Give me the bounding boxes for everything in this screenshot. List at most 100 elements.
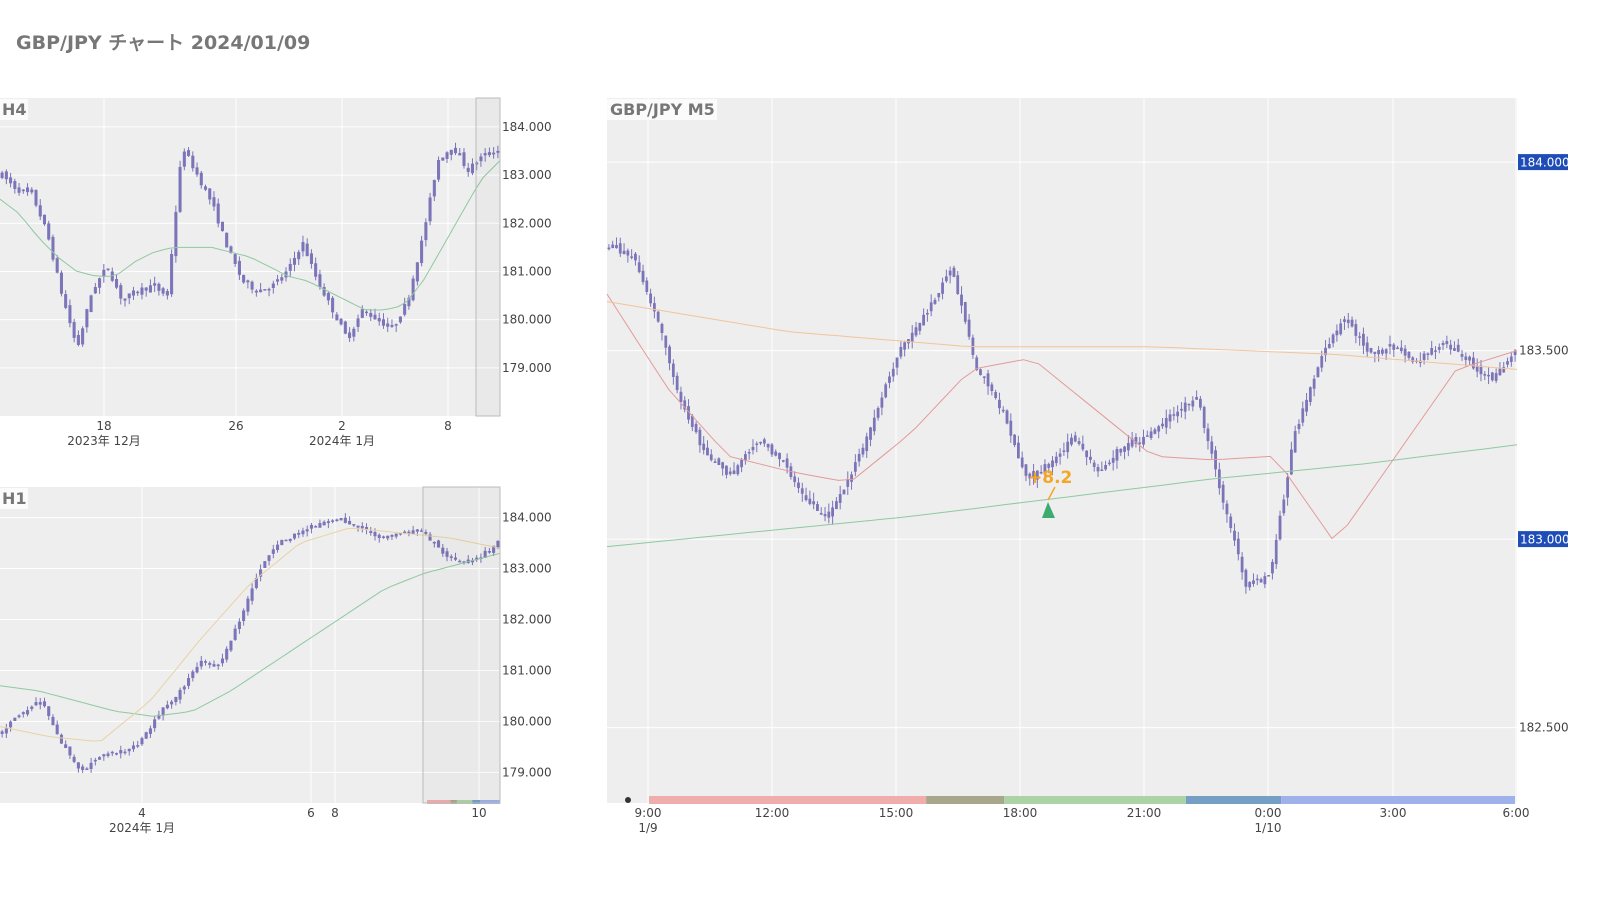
candle	[280, 539, 284, 546]
candle	[1017, 442, 1020, 459]
candle	[1327, 344, 1331, 349]
candle	[812, 501, 816, 505]
candle	[910, 332, 914, 342]
candle	[1070, 437, 1073, 445]
candle	[1396, 347, 1399, 350]
candle	[1138, 442, 1142, 444]
candle	[216, 203, 220, 224]
candle	[713, 461, 717, 463]
candle	[26, 187, 30, 193]
h1-chart-panel: 184.000 183.000 182.000 181.000 180.000 179.0…	[0, 486, 552, 835]
candle	[979, 369, 982, 376]
candle	[1407, 351, 1411, 358]
candle	[305, 529, 309, 532]
candle	[941, 282, 944, 294]
candle	[187, 150, 191, 156]
candle	[284, 539, 288, 542]
candle	[1081, 443, 1085, 450]
candle	[1085, 450, 1089, 458]
candle	[17, 715, 21, 718]
candle	[1377, 350, 1380, 355]
moving-average-line	[0, 552, 501, 717]
price-badge	[1518, 154, 1568, 171]
candle	[318, 523, 322, 528]
candle	[888, 376, 891, 383]
candle	[38, 205, 42, 217]
candle	[1487, 374, 1490, 377]
candle	[1206, 428, 1210, 442]
candle	[339, 517, 343, 521]
candle	[1153, 429, 1157, 434]
candle	[30, 189, 34, 193]
candle	[68, 746, 72, 756]
candle	[899, 346, 903, 357]
candle	[335, 314, 339, 321]
session-bar-segment	[649, 796, 927, 804]
candle	[1043, 464, 1047, 475]
candle	[861, 447, 865, 455]
candle	[1210, 441, 1214, 454]
candle	[656, 311, 660, 322]
candle	[1464, 356, 1468, 360]
candle	[1483, 374, 1487, 376]
candle	[72, 756, 76, 762]
candle	[220, 221, 224, 232]
candle	[933, 299, 937, 304]
candle	[398, 316, 402, 323]
candle	[937, 292, 941, 298]
candle	[356, 525, 360, 528]
y-tick-label: 180.000	[502, 313, 552, 327]
candle	[1460, 354, 1464, 357]
candle	[38, 702, 42, 705]
candle	[1096, 467, 1100, 472]
x-tick-label: 21:00	[1127, 806, 1162, 820]
candle	[709, 454, 713, 461]
candle	[51, 716, 55, 726]
candle	[986, 373, 990, 387]
candle	[127, 293, 131, 299]
candle	[428, 534, 432, 541]
candle	[115, 278, 119, 288]
price-badge-label: 183.000	[1520, 533, 1570, 547]
m5-chart-panel: 184.000 183.500 183.000 182.500 9:001/9 12:00…	[606, 98, 1570, 835]
candle	[237, 260, 241, 275]
candle	[4, 171, 8, 180]
x-tick-sublabel: 1/9	[638, 821, 657, 835]
candle	[853, 462, 857, 472]
candle	[1358, 336, 1362, 338]
candle	[492, 152, 496, 155]
candle	[106, 268, 110, 270]
candle	[1252, 580, 1255, 584]
candle	[1286, 477, 1289, 498]
candle	[819, 513, 823, 515]
candle	[1066, 441, 1070, 453]
candle	[611, 244, 615, 249]
session-dot	[625, 797, 631, 803]
candle	[360, 525, 364, 529]
candle	[153, 719, 157, 729]
candle	[1020, 457, 1024, 468]
x-tick-label: 12:00	[755, 806, 790, 820]
candle	[21, 712, 25, 715]
candle	[352, 328, 356, 337]
candle	[326, 292, 330, 301]
candle	[1161, 423, 1164, 427]
candle	[174, 697, 178, 703]
candle	[630, 256, 634, 258]
candle	[292, 257, 297, 265]
candle	[1403, 348, 1407, 356]
candle	[706, 447, 709, 456]
candle	[492, 545, 496, 553]
candle	[1221, 484, 1225, 503]
candle	[626, 250, 630, 256]
candle	[0, 731, 4, 734]
candle	[1331, 334, 1335, 344]
candle	[960, 294, 963, 306]
candle	[1225, 503, 1229, 515]
candle	[1365, 342, 1369, 352]
candle	[1373, 351, 1377, 354]
candle	[683, 400, 687, 410]
candle	[1369, 348, 1373, 353]
candle	[314, 526, 318, 528]
candle	[1320, 356, 1324, 368]
